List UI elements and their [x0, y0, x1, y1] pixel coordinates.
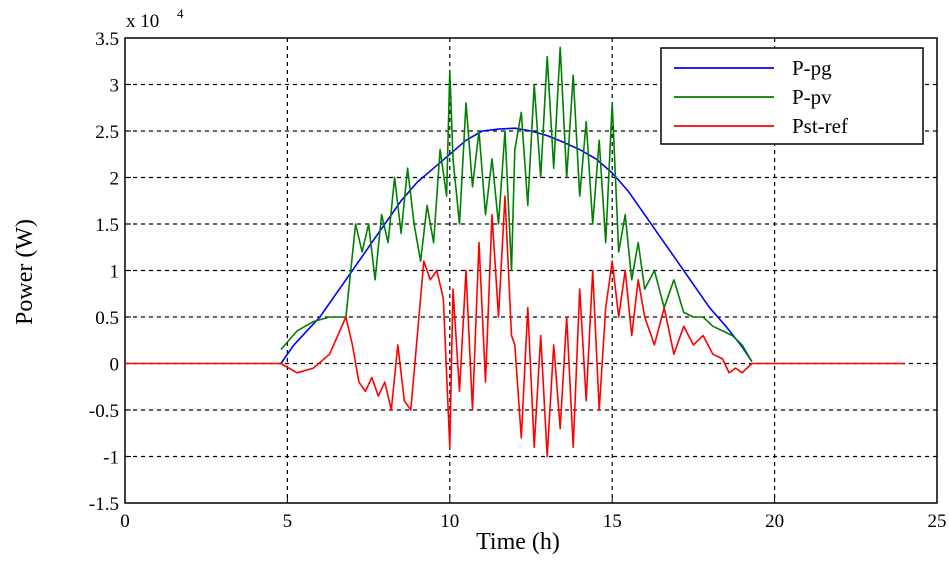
y-axis-title: Power (W) [12, 219, 38, 325]
series-line-pst-ref [125, 195, 905, 458]
series-layer [125, 46, 905, 458]
legend-box [660, 47, 924, 145]
y-axis-multiplier-exponent: 4 [177, 6, 184, 21]
series-line-p-pg [280, 127, 753, 364]
y-tick-label: -0.5 [89, 401, 119, 422]
x-tick-label: 5 [283, 511, 293, 532]
series-line-p-pv [280, 46, 753, 363]
y-multiplier: x 10 4 [126, 6, 184, 32]
tick-labels: 0 5 10 15 20 25 -1.5 -1 -0.5 0 0.5 1 1.5 2 2.5 3 3.5 [89, 29, 947, 532]
y-tick-label: -1.5 [89, 494, 119, 515]
y-tick-label: 2.5 [95, 122, 119, 143]
x-tick-label: 20 [765, 511, 784, 532]
y-tick-label: 1.5 [95, 215, 119, 236]
y-tick-label: 0.5 [95, 308, 119, 329]
y-tick-label: -1 [103, 448, 119, 469]
x-tick-label: 15 [603, 511, 622, 532]
x-tick-label: 10 [440, 511, 459, 532]
y-axis-multiplier: x 10 [126, 11, 159, 32]
legend: P-pg P-pv Pst-ref [660, 47, 924, 145]
y-tick-label: 0 [110, 355, 120, 376]
x-tick-label: 25 [928, 511, 947, 532]
legend-label: P-pg [792, 56, 832, 80]
x-tick-label: 0 [120, 511, 130, 532]
y-tick-label: 2 [110, 169, 120, 190]
y-tick-label: 3.5 [95, 29, 119, 50]
legend-label: Pst-ref [792, 114, 848, 138]
plot-area-frame [124, 37, 938, 504]
x-axis-title: Time (h) [476, 529, 560, 555]
legend-label: P-pv [792, 85, 832, 109]
y-tick-label: 1 [110, 262, 120, 283]
y-tick-label: 3 [110, 76, 120, 97]
